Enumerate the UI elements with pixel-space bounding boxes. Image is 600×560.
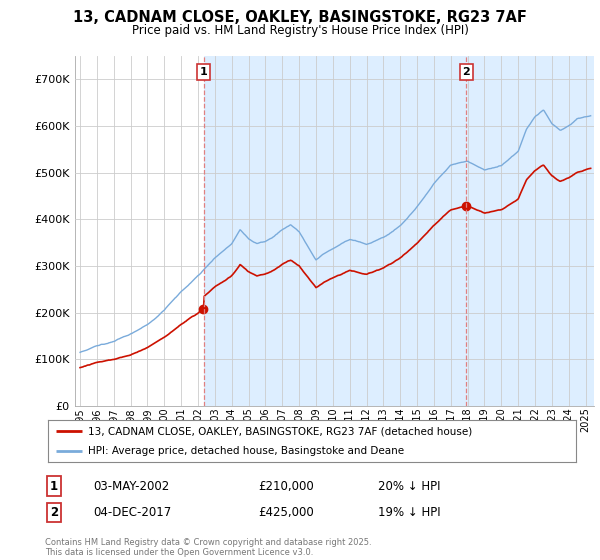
Text: 20% ↓ HPI: 20% ↓ HPI bbox=[378, 479, 440, 493]
Text: 1: 1 bbox=[50, 479, 58, 493]
Text: 1: 1 bbox=[200, 67, 208, 77]
Text: HPI: Average price, detached house, Basingstoke and Deane: HPI: Average price, detached house, Basi… bbox=[88, 446, 404, 456]
Text: 04-DEC-2017: 04-DEC-2017 bbox=[93, 506, 171, 519]
Text: 2: 2 bbox=[50, 506, 58, 519]
Text: 13, CADNAM CLOSE, OAKLEY, BASINGSTOKE, RG23 7AF: 13, CADNAM CLOSE, OAKLEY, BASINGSTOKE, R… bbox=[73, 10, 527, 25]
Text: Price paid vs. HM Land Registry's House Price Index (HPI): Price paid vs. HM Land Registry's House … bbox=[131, 24, 469, 36]
Text: 19% ↓ HPI: 19% ↓ HPI bbox=[378, 506, 440, 519]
Text: Contains HM Land Registry data © Crown copyright and database right 2025.
This d: Contains HM Land Registry data © Crown c… bbox=[45, 538, 371, 557]
Text: 2: 2 bbox=[463, 67, 470, 77]
Text: £210,000: £210,000 bbox=[258, 479, 314, 493]
Text: £425,000: £425,000 bbox=[258, 506, 314, 519]
Bar bbox=[204, 56, 594, 406]
Text: 13, CADNAM CLOSE, OAKLEY, BASINGSTOKE, RG23 7AF (detached house): 13, CADNAM CLOSE, OAKLEY, BASINGSTOKE, R… bbox=[88, 426, 472, 436]
Text: 03-MAY-2002: 03-MAY-2002 bbox=[93, 479, 169, 493]
